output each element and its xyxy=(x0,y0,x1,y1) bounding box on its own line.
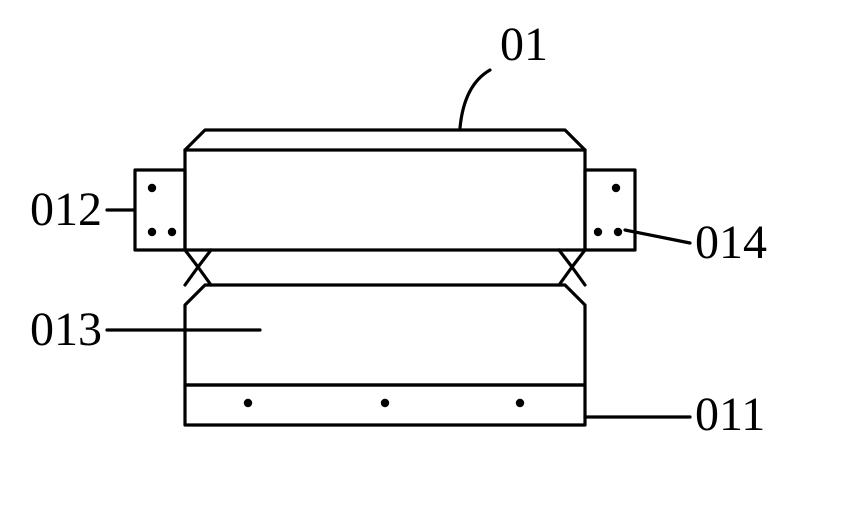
right-ear xyxy=(585,170,635,250)
v-notch-left-upper xyxy=(185,250,211,267)
diagram-root xyxy=(135,130,635,425)
v-notch-right-lower xyxy=(559,267,585,285)
label-l013: 013 xyxy=(30,303,102,356)
labels-group: 01 012 013 014 011 xyxy=(30,18,767,441)
label-l011: 011 xyxy=(695,388,765,441)
label-l014: 014 xyxy=(695,216,767,269)
dot-6 xyxy=(244,399,252,407)
left-ear xyxy=(135,170,185,250)
top-panel xyxy=(185,150,585,250)
label-l012: 012 xyxy=(30,183,102,236)
bottom-panel xyxy=(185,285,585,385)
dot-2 xyxy=(168,228,176,236)
dots-group xyxy=(148,184,622,407)
leader-l01 xyxy=(460,70,490,128)
dot-4 xyxy=(594,228,602,236)
dot-1 xyxy=(148,228,156,236)
dot-8 xyxy=(516,399,524,407)
label-l01: 01 xyxy=(500,18,548,71)
dot-5 xyxy=(614,228,622,236)
dot-0 xyxy=(148,184,156,192)
top-trapezoid xyxy=(185,130,585,150)
dot-3 xyxy=(612,184,620,192)
v-notch-right-upper xyxy=(559,250,585,267)
dot-7 xyxy=(381,399,389,407)
v-notch-left-lower xyxy=(185,267,211,285)
